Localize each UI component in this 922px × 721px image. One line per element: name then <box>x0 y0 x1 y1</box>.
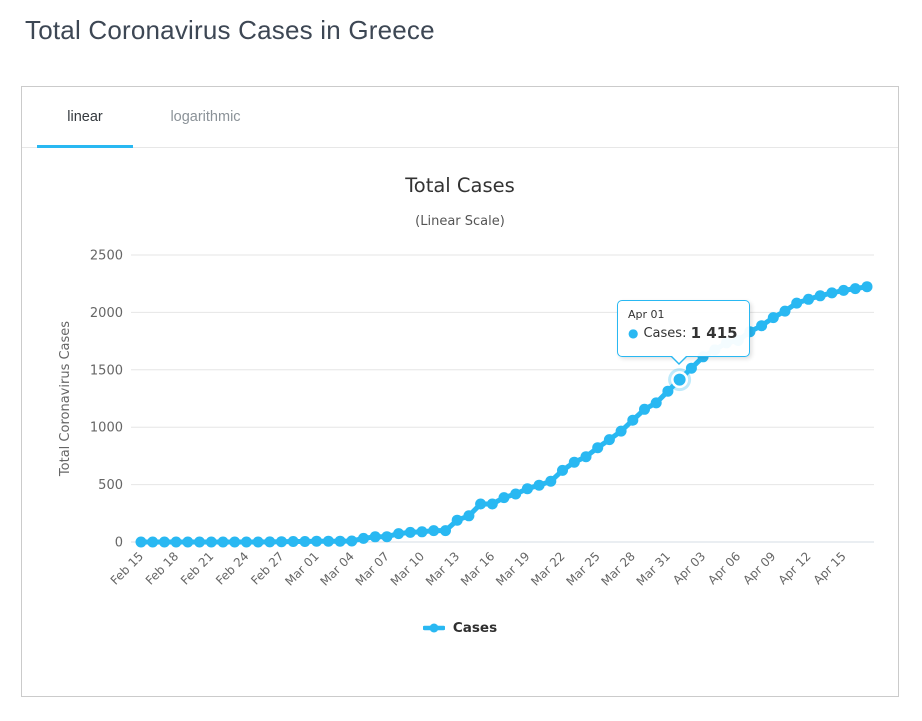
svg-text:Feb 27: Feb 27 <box>248 549 286 587</box>
svg-text:Mar 10: Mar 10 <box>388 549 427 588</box>
tab-linear-label: linear <box>67 109 103 125</box>
tab-logarithmic-label: logarithmic <box>170 109 241 125</box>
chart-tooltip: Apr 01 ● Cases: 1 415 <box>617 300 750 365</box>
svg-text:Total Coronavirus Cases: Total Coronavirus Cases <box>58 321 73 477</box>
svg-text:0: 0 <box>115 536 123 551</box>
svg-text:Mar 28: Mar 28 <box>599 549 638 588</box>
series-bullet-icon: ● <box>628 326 639 340</box>
svg-text:Mar 16: Mar 16 <box>458 549 497 588</box>
svg-text:Feb 24: Feb 24 <box>213 549 251 587</box>
chart-title: Total Cases <box>405 174 515 197</box>
cases-line-chart[interactable]: 0 500 1000 1500 2000 2500 Total Coronavirus Ca… <box>22 148 898 695</box>
tab-linear[interactable]: linear <box>37 87 133 148</box>
chart-card: linear logarithmic Total Cases (Linear S… <box>21 86 899 697</box>
tooltip-series-label: Cases: <box>643 325 687 341</box>
svg-text:Apr 03: Apr 03 <box>670 549 708 587</box>
svg-text:500: 500 <box>98 478 123 493</box>
svg-text:Apr 09: Apr 09 <box>740 549 778 587</box>
legend-label: Cases <box>452 620 498 636</box>
svg-text:Mar 22: Mar 22 <box>528 549 567 588</box>
svg-text:Feb 21: Feb 21 <box>178 549 216 587</box>
tooltip-date: Apr 01 <box>628 308 665 321</box>
svg-text:Apr 12: Apr 12 <box>776 549 814 587</box>
svg-text:Mar 13: Mar 13 <box>423 549 462 588</box>
svg-text:1000: 1000 <box>90 421 123 436</box>
svg-text:Mar 31: Mar 31 <box>634 549 673 588</box>
svg-text:Mar 07: Mar 07 <box>353 549 392 588</box>
chart-area: Total Cases (Linear Scale) 0 500 1000 1500 2… <box>22 148 898 695</box>
chart-subtitle: (Linear Scale) <box>415 214 505 229</box>
legend-line-marker-icon <box>422 623 445 633</box>
svg-text:1500: 1500 <box>90 363 123 378</box>
svg-text:Mar 04: Mar 04 <box>318 549 357 588</box>
tab-logarithmic[interactable]: logarithmic <box>133 87 278 147</box>
svg-text:Mar 19: Mar 19 <box>493 549 532 588</box>
svg-text:Mar 25: Mar 25 <box>563 549 602 588</box>
tooltip-value: 1 415 <box>690 324 738 342</box>
svg-text:Feb 18: Feb 18 <box>143 549 181 587</box>
svg-text:2500: 2500 <box>90 249 123 264</box>
svg-text:2000: 2000 <box>90 306 123 321</box>
svg-text:Feb 15: Feb 15 <box>108 549 146 587</box>
page-title: Total Coronavirus Cases in Greece <box>25 15 435 45</box>
svg-text:Apr 15: Apr 15 <box>811 549 849 587</box>
chart-legend[interactable]: Cases <box>22 620 898 636</box>
svg-text:Apr 06: Apr 06 <box>705 549 743 587</box>
tooltip-pointer <box>670 355 688 365</box>
hovered-point <box>673 373 686 386</box>
tooltip-row: ● Cases: 1 415 <box>628 324 739 342</box>
scale-tabs: linear logarithmic <box>22 87 898 148</box>
svg-text:Mar 01: Mar 01 <box>282 549 321 588</box>
